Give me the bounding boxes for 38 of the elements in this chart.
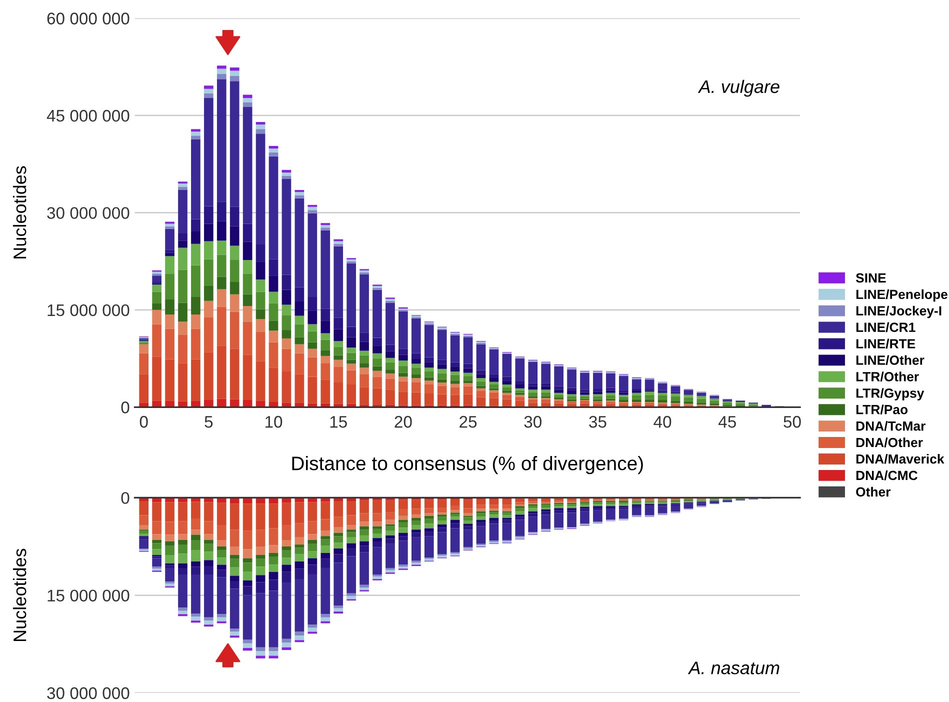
legend-label: DNA/Maverick (856, 454, 944, 464)
legend-label: DNA/TcMar (856, 421, 926, 431)
x-tick-label: 45 (718, 416, 736, 428)
legend-label: SINE (856, 273, 886, 283)
annotation: A. nasatum (688, 662, 780, 674)
legend-label: LINE/RTE (856, 338, 916, 349)
x-tick-label: 10 (266, 416, 282, 428)
legend-label: LINE/CR1 (856, 322, 916, 332)
legend-label: LTR/Other (856, 372, 919, 382)
y-tick-label: 60 000 000 (47, 12, 130, 24)
legend-label: LTR/Gypsy (856, 388, 924, 400)
legend-label: Other (856, 486, 891, 497)
x-tick-label: 0 (140, 416, 148, 428)
x-tick-label: 40 (654, 416, 672, 428)
legend-label: DNA/CMC (856, 470, 918, 480)
y-tick-label: 30 000 000 (47, 207, 130, 219)
y-tick-label: 15 000 000 (48, 304, 130, 316)
legend-label: DNA/Other (856, 438, 923, 448)
y-tick-label: 30 000 000 (47, 687, 130, 700)
x-tick-label: 35 (589, 416, 606, 428)
legend-label: LINE/Penelope (856, 289, 948, 302)
y-tick-label: 15 000 000 (48, 590, 130, 602)
x-tick-label: 25 (460, 416, 477, 428)
x-axis-title: Distance to consensus (% of divergence) (292, 456, 643, 474)
annotation: A. vulgare (698, 80, 780, 97)
x-tick-label: 50 (784, 416, 801, 428)
x-tick-label: 5 (204, 416, 213, 428)
y-tick-label: 0 (121, 492, 130, 504)
legend-label: LINE/Jockey-I (856, 306, 942, 318)
y-tick-label: 0 (121, 402, 130, 414)
x-tick-label: 30 (524, 416, 542, 428)
y-axis-title: Nucleotides (12, 166, 26, 258)
y-tick-label: 45 000 000 (46, 110, 130, 122)
x-tick-label: 20 (394, 416, 412, 428)
legend-label: LINE/Other (856, 355, 924, 366)
x-tick-label: 15 (330, 416, 347, 428)
legend-label: LTR/Pao (856, 404, 908, 414)
y-axis-title: Nucleotides (12, 548, 26, 641)
